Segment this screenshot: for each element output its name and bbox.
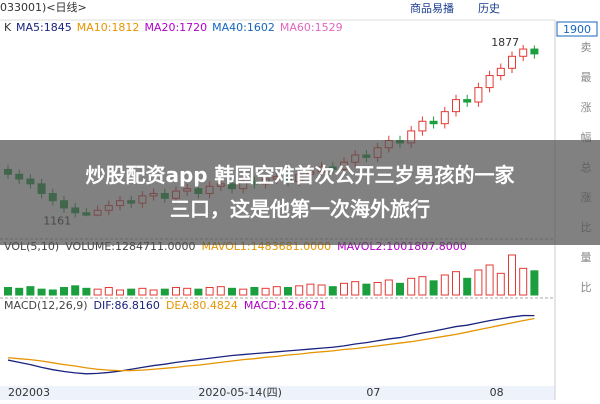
volume-bar [373,282,382,296]
volume-bar [48,289,57,296]
volume-bar [362,283,371,296]
candle-body [463,99,472,103]
volume-bar [396,282,404,296]
indicator-label: MA5:1845 [16,21,72,34]
volume-bar [429,280,438,296]
sidebar-label: 比 [581,281,592,294]
volume-bar [317,284,326,296]
volume-bar [127,288,136,296]
volume-bar [295,285,304,296]
price-box [556,21,598,37]
x-tick-label: 07 [366,386,380,399]
volume-bar [250,287,259,296]
volume-bar [351,281,360,296]
indicator-label: MA10:1812 [77,21,140,34]
volume-bar [328,286,337,296]
volume-bar [60,287,68,296]
volume-bar [160,288,169,296]
candle-body [530,48,539,55]
title-line: 三口，这是他第一次海外旅行 [170,197,430,221]
candle-body [474,87,483,103]
volume-bar [261,287,270,296]
indicator-label: MACD:12.6671 [244,299,326,312]
candle-body [440,111,449,125]
candle-body [485,75,494,89]
volume-bar [418,276,427,296]
volume-bar [407,277,416,296]
volume-bar [4,287,12,296]
volume-bar [306,283,315,296]
volume-bar [272,286,281,296]
macd-line [7,317,535,372]
title-line: 炒股配资app 韩国空难首次公开三岁男孩的一家 [85,163,515,187]
indicator-label: MACD(12,26,9) [4,299,88,312]
volume-bar [138,287,147,296]
volume-bar [508,254,516,296]
candle-body [496,67,505,77]
volume-bar [440,274,449,296]
menu[interactable]: 商品易播 [410,1,454,15]
time-axis [0,386,555,400]
sidebar-label: 幅 [581,131,592,144]
indicator-label: DEA:80.4824 [166,299,238,312]
volume-bar [205,287,214,296]
indicator-label: MA60:1529 [280,21,343,34]
x-tick-label: 202003 [8,386,50,399]
volume-bar [71,285,80,296]
candle-body [452,99,460,113]
volume-bar [172,287,180,296]
volume-bar [37,288,46,296]
volume-bar [183,287,192,296]
menu[interactable]: 历史 [478,2,500,15]
volume-bar [15,287,24,296]
sidebar-label: 涨 [581,101,592,114]
candle-body [508,55,516,69]
candle-body [418,120,427,132]
indicator-label: MA20:1720 [144,21,207,34]
code: 033001)<日线> [0,0,87,14]
volume-bar [340,282,348,296]
sidebar-label: 量 [581,251,592,264]
indicator-label: MA40:1602 [212,21,275,34]
title-overlay: 炒股配资app 韩国空难首次公开三岁男孩的一家 三口，这是他第一次海外旅行 [0,140,600,245]
x-tick-label: 08 [490,386,504,399]
volume-bar [452,271,460,296]
volume-bar [284,287,292,296]
price-box-text: 1900 [563,23,591,36]
volume-bar [116,289,124,296]
indicator-name: K [4,21,12,34]
volume-bar [519,267,528,296]
macd-line [7,314,535,375]
volume-bar [228,287,236,296]
volume-bar [474,269,483,296]
volume-bar [149,289,158,296]
volume-bar [239,288,248,296]
volume-bar [216,286,225,296]
volume-bar [463,277,472,296]
indicator-label: DIF:86.8160 [94,299,160,312]
volume-bar [496,272,505,296]
sidebar-label: 卖 [581,41,592,54]
volume-bar [104,287,113,296]
x-tick-label: 2020-05-14(四) [198,386,282,399]
volume-bar [530,270,539,296]
volume-bar [194,288,203,296]
volume-bar [82,287,91,296]
volume-bar [384,279,393,296]
volume-bar [485,264,494,296]
sidebar-label: 最 [581,71,592,84]
volume-bar [93,288,102,296]
candle-body [519,48,528,57]
high-label: 1877 [491,36,519,49]
candle-body [429,120,438,125]
volume-bar [26,286,35,296]
